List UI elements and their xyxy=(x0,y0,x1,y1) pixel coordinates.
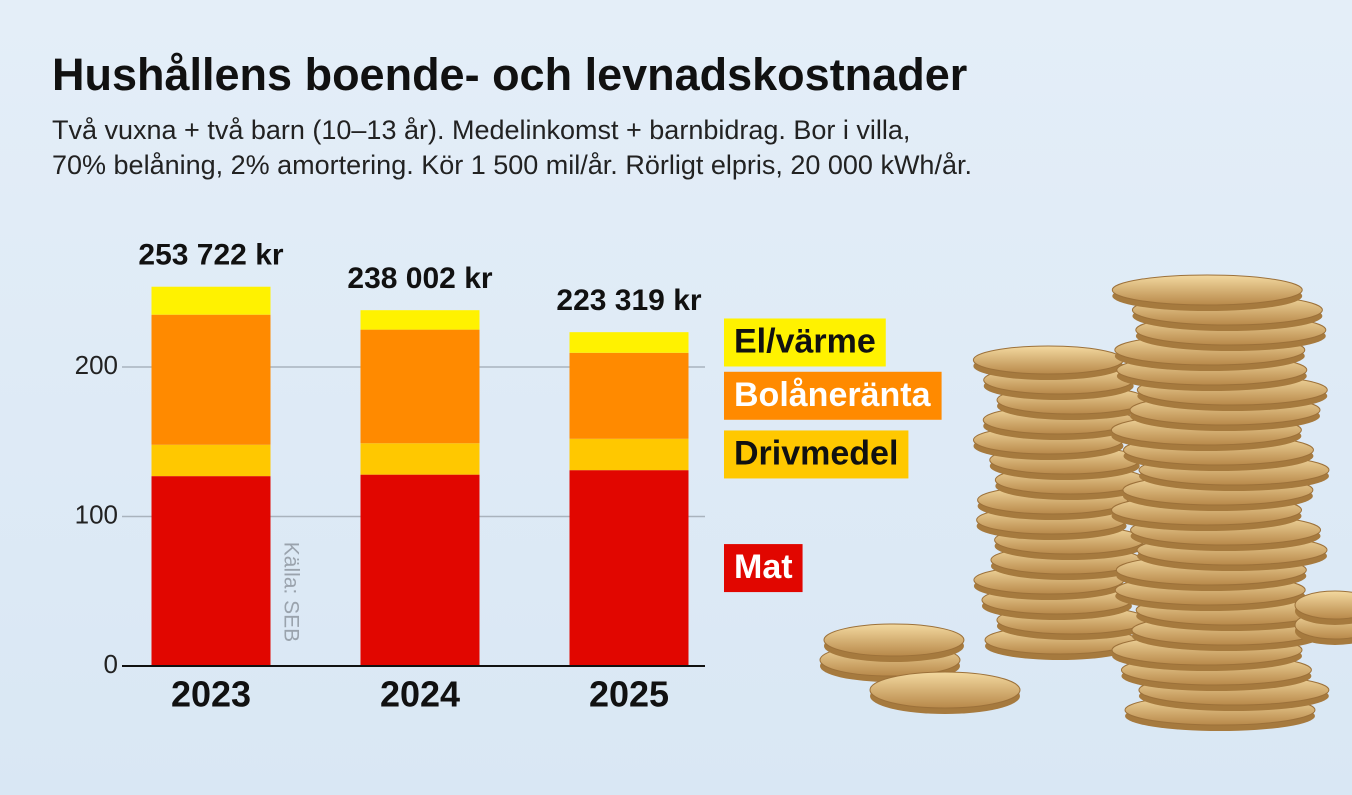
x-tick-label: 2024 xyxy=(380,674,460,715)
x-tick-label: 2025 xyxy=(589,674,669,715)
bar-segment xyxy=(569,438,689,471)
y-tick-label: 0 xyxy=(104,649,118,679)
legend-label: Mat xyxy=(734,548,793,586)
bar-segment xyxy=(151,444,271,477)
legend-swatch xyxy=(724,544,803,593)
bar-segment xyxy=(151,286,271,315)
coin xyxy=(972,345,1124,375)
subtitle: 70% belåning, 2% amortering. Kör 1 500 m… xyxy=(52,150,972,180)
bar-segment xyxy=(569,352,689,439)
legend-label: Drivmedel xyxy=(734,434,898,472)
bar-segment xyxy=(151,314,271,445)
coin xyxy=(823,623,965,657)
bar-segment xyxy=(569,332,689,353)
legend-swatch xyxy=(724,371,942,420)
bar-segment xyxy=(360,443,480,475)
y-tick-label: 200 xyxy=(75,350,118,380)
bar-segment xyxy=(360,474,480,666)
bar-segment xyxy=(569,470,689,666)
y-tick-label: 100 xyxy=(75,499,118,529)
coins xyxy=(819,274,1352,731)
legend-swatch xyxy=(724,430,909,479)
total-label: 253 722 kr xyxy=(138,239,283,272)
bar-segment xyxy=(360,329,480,444)
legend-swatch xyxy=(724,318,886,367)
legend-label: Bolåneränta xyxy=(734,376,932,414)
total-label: 223 319 kr xyxy=(556,284,701,317)
total-label: 238 002 kr xyxy=(347,262,492,295)
bar-segment xyxy=(151,476,271,666)
coin xyxy=(1111,274,1303,306)
coin xyxy=(869,671,1021,709)
source: Källa: SEB xyxy=(279,542,302,642)
subtitle: Två vuxna + två barn (10–13 år). Medelin… xyxy=(52,115,910,145)
x-tick-label: 2023 xyxy=(171,674,251,715)
coin xyxy=(1294,590,1352,620)
legend-label: El/värme xyxy=(734,322,876,360)
chart-title: Hushållens boende- och levnadskostnader xyxy=(52,49,967,100)
bar-segment xyxy=(360,310,480,330)
